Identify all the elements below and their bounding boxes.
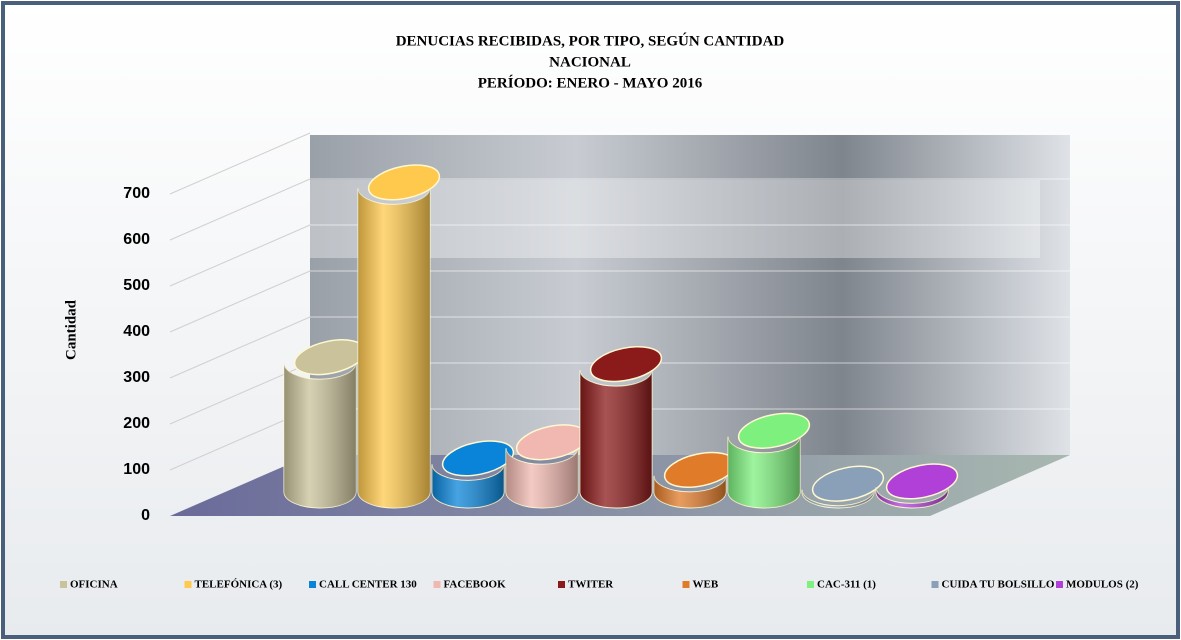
bar-shade [358,188,430,508]
bar-shade [728,436,800,508]
legend-label: TWITER [568,579,614,591]
y-tick-label: 400 [123,323,150,340]
y-axis-label: Cantidad [63,299,79,360]
y-tick-label: 500 [123,277,150,294]
bar [357,164,441,509]
legend-swatch [60,581,67,588]
y-tick-label: 300 [123,369,150,386]
bar-shade [506,448,578,508]
chart-title: DENUCIAS RECIBIDAS, POR TIPO, SEGÚN CANT… [396,32,785,49]
grid-line [169,132,311,195]
legend-swatch [807,581,814,588]
y-tick-label: 200 [123,415,150,432]
bar [875,463,959,509]
bar-top [811,465,885,502]
bar [579,346,663,509]
bar [801,465,885,509]
legend-label: CAC-311 (1) [817,579,876,591]
grid-line [169,316,311,379]
legend-swatch [931,581,939,588]
chart-subtitle: PERÍODO: ENERO - MAYO 2016 [478,74,703,91]
bar-top [885,463,959,500]
legend-swatch [558,581,565,588]
y-tick-label: 600 [123,231,150,248]
y-tick-label: 700 [123,185,150,202]
bar-top [367,164,441,201]
bar-shade [580,370,652,508]
legend-label: OFICINA [70,579,118,591]
bar-shade [284,363,356,508]
legend-label: CUIDA TU BOLSILLO [942,579,1055,591]
bar-shade [432,464,504,508]
grid-line [169,178,311,241]
bar [283,339,367,509]
legend-label: MODULOS (2) [1066,579,1139,591]
bar-shade [654,475,726,508]
legend-swatch [1056,581,1063,588]
legend-label: FACEBOOK [444,579,507,591]
wall-band [310,180,1040,258]
legend-label: WEB [693,579,719,591]
back-wall [310,135,1070,455]
bar-shade [876,487,948,508]
y-tick-label: 100 [123,461,150,478]
legend-swatch [682,581,690,588]
bar [431,440,515,509]
legend-swatch [184,581,192,588]
bar-top [589,346,663,383]
y-tick-label: 0 [141,507,150,524]
bar [727,412,811,509]
legend-label: CALL CENTER 130 [319,579,417,591]
bar-top [737,412,811,449]
grid-line [169,270,311,333]
grid-line [169,224,311,287]
legend-swatch [433,581,441,588]
bar-top [441,440,515,477]
legend-label: TELEFÓNICA (3) [195,579,283,591]
bar [505,424,589,509]
chart-subtitle: NACIONAL [549,54,631,70]
legend-swatch [309,581,316,588]
